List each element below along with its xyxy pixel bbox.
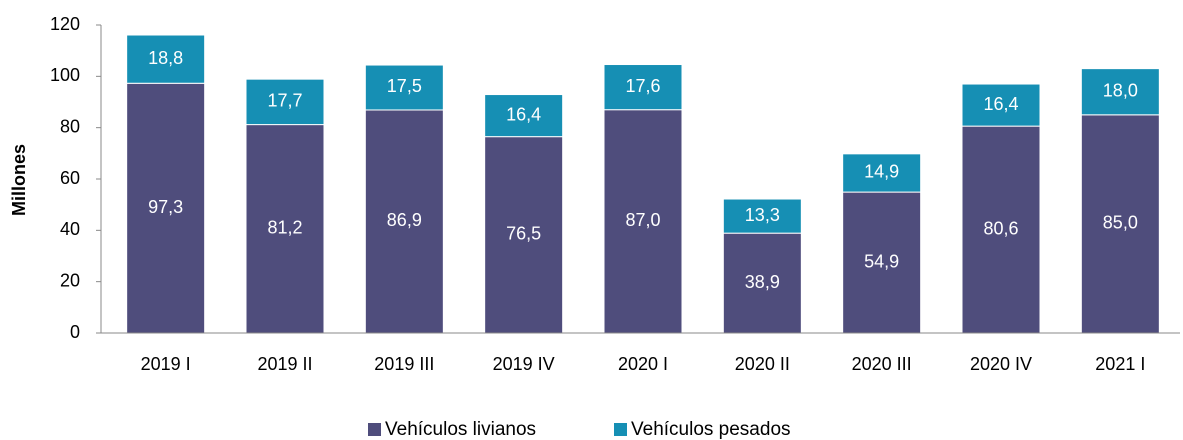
y-tick-label: 80 (60, 116, 80, 136)
value-label: 14,9 (864, 162, 899, 182)
y-tick-label: 120 (50, 14, 80, 34)
value-label: 87,0 (625, 210, 660, 230)
value-label: 17,7 (267, 91, 302, 111)
x-tick-label: 2020 II (735, 354, 790, 374)
y-tick-label: 100 (50, 65, 80, 85)
y-axis-title: Millones (9, 144, 29, 216)
y-tick-label: 60 (60, 168, 80, 188)
x-tick-label: 2021 I (1095, 354, 1145, 374)
value-label: 17,5 (387, 76, 422, 96)
value-label: 18,0 (1103, 80, 1138, 100)
value-label: 86,9 (387, 210, 422, 230)
bar-segment (245, 78, 325, 126)
bar-segment (722, 232, 802, 334)
x-tick-label: 2019 IV (493, 354, 555, 374)
value-label: 80,6 (983, 218, 1018, 238)
x-tick-label: 2019 I (141, 354, 191, 374)
bar-segment (484, 94, 564, 138)
value-label: 18,8 (148, 48, 183, 68)
value-label: 54,9 (864, 251, 899, 271)
x-tick-label: 2019 III (374, 354, 434, 374)
value-label: 38,9 (745, 272, 780, 292)
bar-segment (126, 82, 206, 334)
bar-segment (364, 64, 444, 111)
x-tick-label: 2020 III (852, 354, 912, 374)
bar-segment (842, 153, 922, 193)
value-label: 97,3 (148, 197, 183, 217)
bar-segment (126, 34, 206, 84)
value-label: 17,6 (625, 76, 660, 96)
bar-segment (961, 125, 1041, 334)
value-label: 81,2 (267, 218, 302, 238)
y-tick-label: 20 (60, 270, 80, 290)
legend-label: Vehículos pesados (631, 419, 791, 440)
bar-segment (961, 83, 1041, 127)
x-tick-label: 2019 II (257, 354, 312, 374)
value-label: 16,4 (506, 104, 541, 124)
bar-segment (1080, 114, 1160, 334)
bar-segment (364, 109, 444, 334)
x-tick-label: 2020 I (618, 354, 668, 374)
bar-segment (245, 124, 325, 334)
value-label: 85,0 (1103, 213, 1138, 233)
legend-swatch (614, 423, 627, 436)
x-tick-label: 2020 IV (970, 354, 1032, 374)
bar-segment (1080, 68, 1160, 116)
value-label: 76,5 (506, 224, 541, 244)
legend-swatch (368, 423, 381, 436)
y-tick-label: 40 (60, 219, 80, 239)
value-label: 16,4 (983, 94, 1018, 114)
y-tick-label: 0 (70, 322, 80, 342)
value-label: 13,3 (745, 205, 780, 225)
bar-segment (842, 191, 922, 334)
bar-segment (603, 64, 683, 111)
bar-segment (722, 198, 802, 234)
legend-label: Vehículos livianos (385, 419, 536, 440)
